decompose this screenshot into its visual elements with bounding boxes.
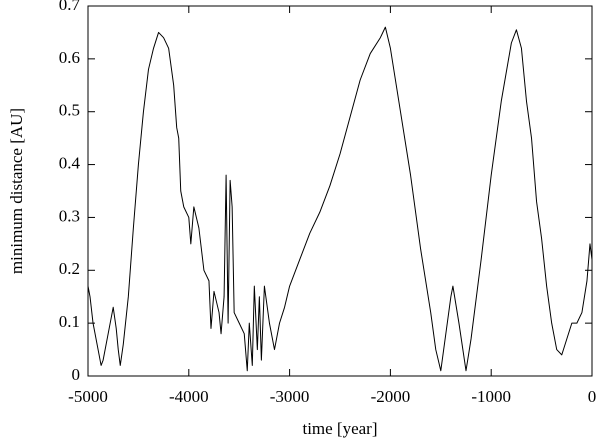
y-tick-label: 0.3	[59, 206, 80, 225]
y-tick-label: 0.5	[59, 101, 80, 120]
y-tick-label: 0.1	[59, 312, 80, 331]
x-tick-label: -4000	[169, 387, 209, 406]
plot-frame	[87, 5, 593, 377]
x-axis-label: time [year]	[302, 419, 377, 438]
x-tick-label: 0	[588, 387, 597, 406]
y-axis-label: minimum distance [AU]	[7, 108, 26, 274]
x-tick-label: -5000	[68, 387, 108, 406]
y-tick-label: 0.4	[59, 153, 81, 172]
data-line	[87, 26, 593, 372]
y-tick-label: 0.2	[59, 259, 80, 278]
y-tick-label: 0.6	[59, 48, 80, 67]
x-tick-label: -1000	[471, 387, 511, 406]
y-tick-label: 0.7	[59, 0, 81, 14]
x-tick-label: -2000	[371, 387, 411, 406]
y-tick-label: 0	[72, 365, 81, 384]
x-tick-label: -3000	[270, 387, 310, 406]
